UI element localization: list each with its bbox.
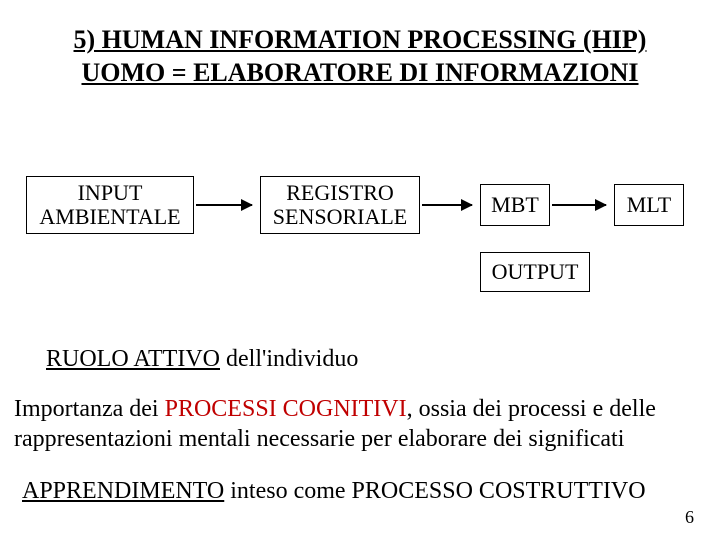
ruolo-line: RUOLO ATTIVO dell'individuo bbox=[46, 344, 358, 374]
apprendimento-post: inteso come PROCESSO COSTRUTTIVO bbox=[224, 478, 645, 504]
hip-flowchart: INPUT AMBIENTALE REGISTRO SENSORIALE MBT… bbox=[0, 176, 720, 316]
importanza-line: Importanza dei PROCESSI COGNITIVI, ossia… bbox=[14, 394, 714, 454]
node-mbt: MBT bbox=[480, 184, 550, 226]
edge-registro-mbt bbox=[422, 204, 472, 206]
node-input-l2: AMBIENTALE bbox=[39, 204, 180, 229]
page-number: 6 bbox=[685, 507, 694, 528]
node-input-l1: INPUT bbox=[78, 180, 143, 205]
title-line-1: 5) HUMAN INFORMATION PROCESSING (HIP) bbox=[0, 24, 720, 57]
processi-cognitivi: PROCESSI COGNITIVI bbox=[165, 396, 407, 422]
node-registro: REGISTRO SENSORIALE bbox=[260, 176, 420, 234]
edge-mbt-mlt bbox=[552, 204, 606, 206]
apprendimento: APPRENDIMENTO bbox=[22, 478, 224, 504]
ruolo-attivo: RUOLO ATTIVO bbox=[46, 346, 220, 372]
importanza-pre: Importanza dei bbox=[14, 396, 165, 422]
node-mlt: MLT bbox=[614, 184, 684, 226]
title-block: 5) HUMAN INFORMATION PROCESSING (HIP) UO… bbox=[0, 24, 720, 89]
node-registro-l2: SENSORIALE bbox=[273, 204, 407, 229]
ruolo-post: dell'individuo bbox=[220, 346, 358, 372]
apprendimento-line: APPRENDIMENTO inteso come PROCESSO COSTR… bbox=[22, 476, 646, 506]
title-line-2: UOMO = ELABORATORE DI INFORMAZIONI bbox=[0, 57, 720, 90]
node-output: OUTPUT bbox=[480, 252, 590, 292]
edge-input-registro bbox=[196, 204, 252, 206]
node-registro-l1: REGISTRO bbox=[286, 180, 394, 205]
node-input: INPUT AMBIENTALE bbox=[26, 176, 194, 234]
